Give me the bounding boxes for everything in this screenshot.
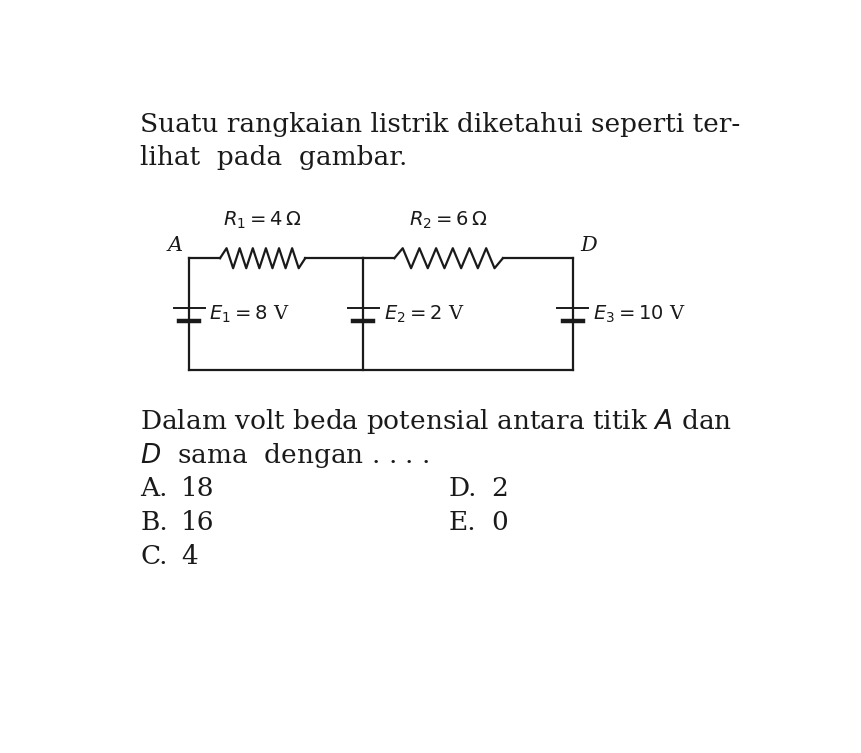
Text: $E_3 = 10$ V: $E_3 = 10$ V (592, 303, 685, 325)
Text: 2: 2 (492, 476, 508, 501)
Text: C.: C. (140, 544, 168, 569)
Text: 0: 0 (492, 510, 508, 535)
Text: D: D (580, 236, 598, 255)
Text: Suatu rangkaian listrik diketahui seperti ter-: Suatu rangkaian listrik diketahui sepert… (140, 112, 740, 137)
Text: Dalam volt beda potensial antara titik $A$ dan: Dalam volt beda potensial antara titik $… (140, 407, 732, 436)
Text: 16: 16 (182, 510, 214, 535)
Text: E.: E. (449, 510, 476, 535)
Text: $E_1 = 8$ V: $E_1 = 8$ V (209, 303, 289, 325)
Text: $R_2 = 6\,\Omega$: $R_2 = 6\,\Omega$ (410, 210, 488, 231)
Text: A: A (168, 236, 183, 255)
Text: D.: D. (449, 476, 477, 501)
Text: $E_2 = 2$ V: $E_2 = 2$ V (383, 303, 464, 325)
Text: 18: 18 (182, 476, 214, 501)
Text: B.: B. (140, 510, 168, 535)
Text: $D$  sama  dengan . . . .: $D$ sama dengan . . . . (140, 441, 430, 470)
Text: lihat  pada  gambar.: lihat pada gambar. (140, 145, 407, 170)
Text: 4: 4 (182, 544, 198, 569)
Text: $R_1 = 4\,\Omega$: $R_1 = 4\,\Omega$ (223, 210, 302, 231)
Text: A.: A. (140, 476, 168, 501)
